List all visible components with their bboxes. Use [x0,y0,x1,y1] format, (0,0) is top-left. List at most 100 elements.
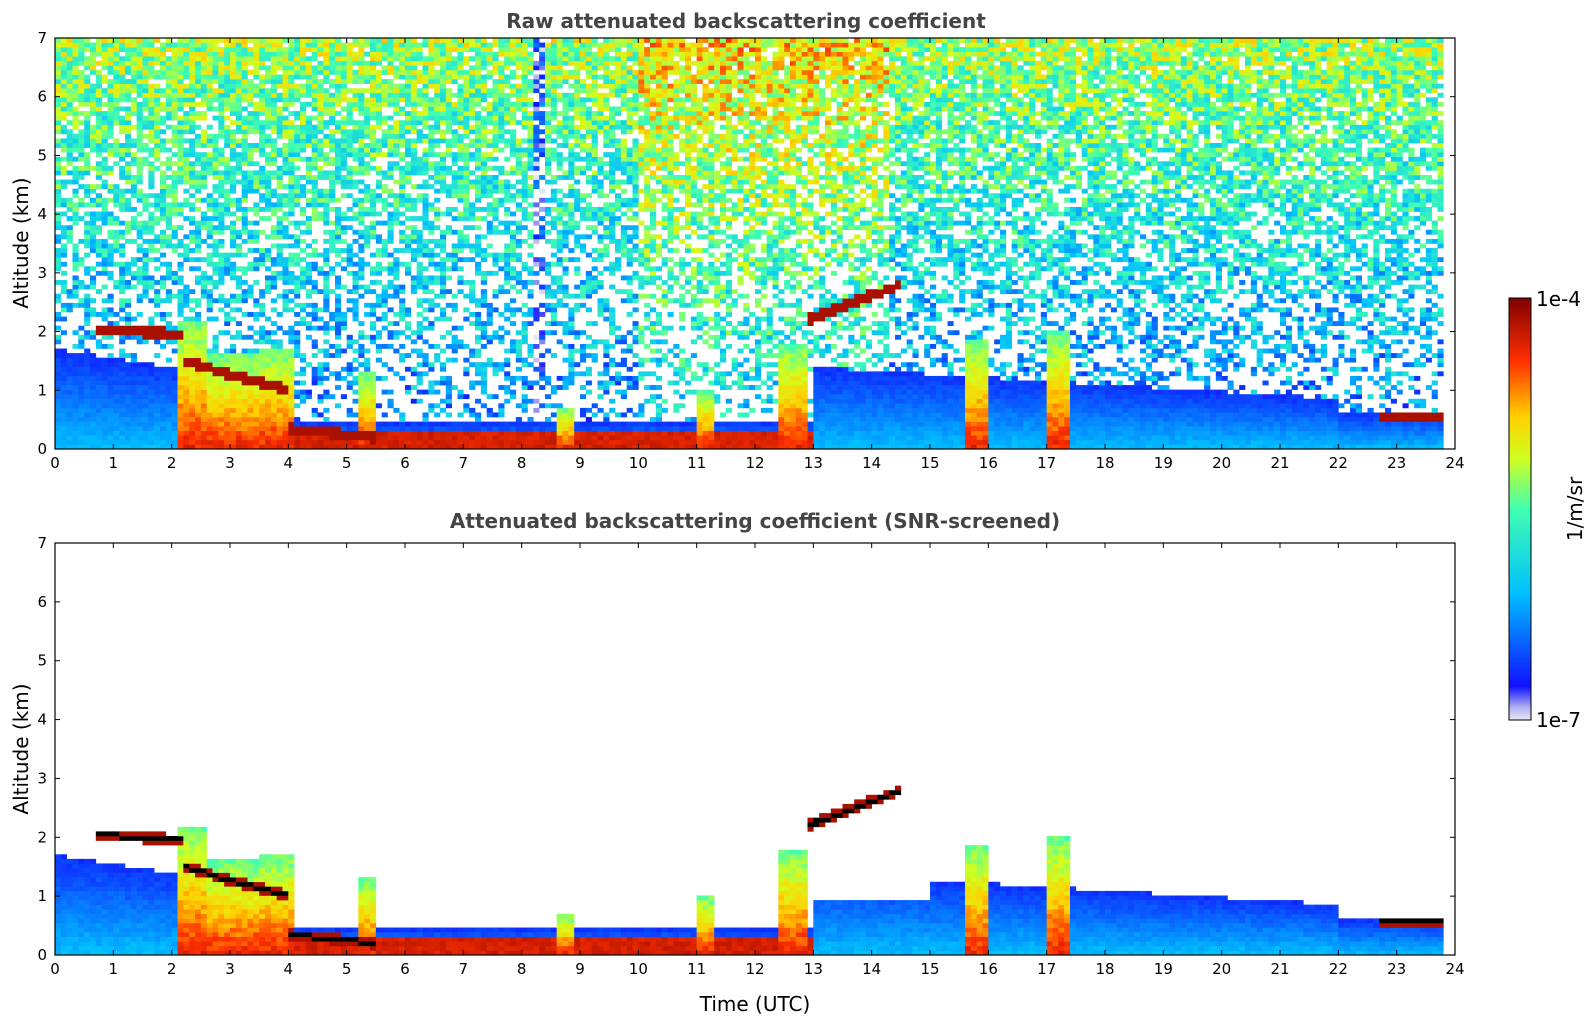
heatmap-cell [177,88,184,94]
heatmap-cell [276,417,283,422]
heatmap-cell [288,143,295,148]
heatmap-cell [95,417,102,422]
heatmap-cell [352,170,359,176]
heatmap-cell [422,435,429,441]
heatmap-cell [492,143,499,148]
heatmap-cell [253,211,260,217]
heatmap-cell [154,38,161,43]
heatmap-cell [445,439,452,445]
heatmap-cell [463,133,470,139]
heatmap-cell [72,133,79,139]
heatmap-cell [235,243,242,249]
heatmap-cell [440,270,447,276]
heatmap-cell [90,330,97,336]
heatmap-cell [90,111,97,116]
heatmap-cell [375,298,382,304]
heatmap-cell [498,170,505,176]
heatmap-cell [125,111,132,116]
heatmap-cell [189,161,196,167]
heatmap-cell [358,293,365,299]
heatmap-cell [90,202,97,208]
heatmap-cell [340,51,347,57]
heatmap-cell [294,426,301,432]
heatmap-cell [504,375,511,381]
heatmap-cell [300,175,307,180]
heatmap-cell [84,156,91,162]
heatmap-cell [329,371,336,377]
heatmap-cell [440,289,447,295]
heatmap-cell [130,161,137,167]
heatmap-cell [154,120,161,126]
heatmap-cell [195,444,202,450]
heatmap-cell [55,220,62,226]
heatmap-cell [235,79,242,84]
heatmap-cell [212,380,219,386]
heatmap-cell [160,197,167,203]
heatmap-cell [241,421,248,427]
heatmap-cell [253,170,260,176]
heatmap-cell [148,47,155,52]
heatmap-cell [224,398,231,404]
heatmap-cell [171,394,178,400]
heatmap-cell [66,101,73,107]
heatmap-cell [323,252,330,258]
heatmap-cell [95,261,102,267]
heatmap-cell [364,366,371,372]
heatmap-cell [352,79,359,84]
heatmap-cell [66,439,73,445]
heatmap-cell [352,280,359,285]
heatmap-cell [195,234,202,240]
heatmap-cell [130,111,137,116]
heatmap-cell [410,421,417,427]
heatmap-cell [457,325,464,331]
heatmap-cell [218,133,225,139]
heatmap-cell [230,261,237,267]
raw-backscatter-panel: Raw attenuated backscattering coefficien… [9,9,1465,472]
heatmap-cell [259,143,266,148]
heatmap-cell [381,120,388,126]
heatmap-cell [154,293,161,299]
heatmap-cell [480,143,487,148]
heatmap-cell [241,129,248,135]
heatmap-cell [300,284,307,290]
heatmap-cell [440,248,447,253]
heatmap-cell [55,435,62,441]
heatmap-cell [171,74,178,80]
heatmap-cell [323,366,330,372]
heatmap-cell [329,65,336,71]
heatmap-cell [206,375,213,381]
heatmap-cell [241,184,248,189]
heatmap-cell [95,385,102,390]
heatmap-cell [230,197,237,203]
heatmap-cell [130,389,137,395]
heatmap-cell [311,206,318,212]
heatmap-cell [206,225,213,231]
heatmap-cell [177,56,184,62]
heatmap-cell [323,42,330,48]
heatmap-cell [323,175,330,180]
heatmap-cell [55,165,62,171]
heatmap-cell [346,298,353,304]
heatmap-cell [78,88,85,94]
heatmap-cell [218,184,225,189]
heatmap-cell [136,403,143,409]
heatmap-cell [142,252,149,258]
heatmap-cell [171,280,178,285]
heatmap-cell [410,147,417,153]
heatmap-cell [475,444,482,450]
heatmap-cell [259,257,266,263]
heatmap-cell [440,152,447,158]
heatmap-cell [212,270,219,276]
heatmap-cell [492,115,499,121]
heatmap-cell [305,216,312,221]
heatmap-cell [428,261,435,267]
heatmap-cell [498,133,505,139]
heatmap-cell [300,138,307,144]
heatmap-cell [352,252,359,258]
heatmap-cell [410,74,417,80]
heatmap-cell [270,106,277,112]
heatmap-cell [247,56,254,62]
heatmap-cell [230,106,237,112]
heatmap-cell [422,353,429,358]
heatmap-cell [457,92,464,98]
